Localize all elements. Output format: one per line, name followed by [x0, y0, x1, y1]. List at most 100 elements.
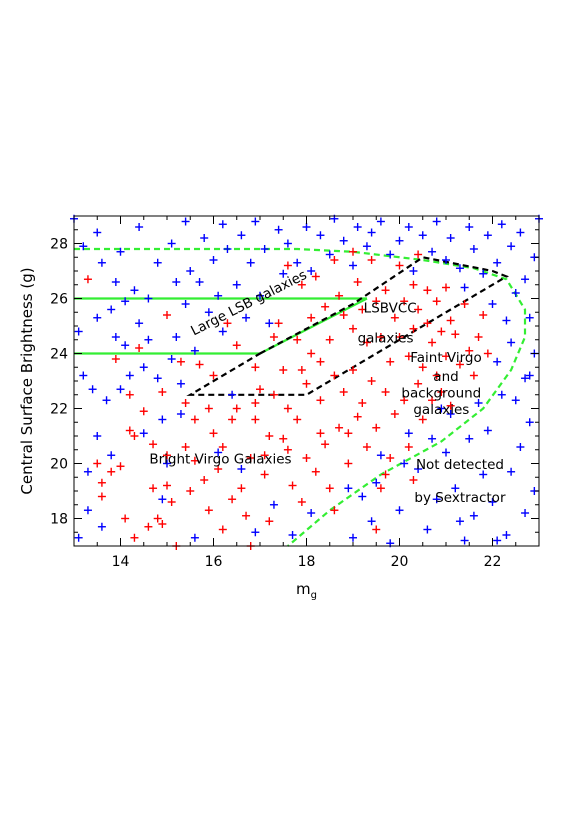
blue-point	[190, 533, 199, 542]
red-point	[228, 415, 237, 424]
blue-point	[121, 341, 130, 350]
red-point	[311, 467, 320, 476]
blue-point	[349, 261, 357, 270]
red-point	[111, 355, 120, 363]
red-point	[307, 349, 316, 358]
red-point	[437, 327, 446, 336]
red-point	[409, 324, 418, 333]
red-point	[321, 302, 330, 311]
red-point	[339, 388, 348, 396]
blue-point	[307, 509, 316, 517]
y-axis-label: Central Surface Brightness (g)	[18, 267, 36, 494]
red-point	[163, 311, 171, 319]
blue-point	[404, 429, 413, 438]
blue-point	[158, 415, 167, 424]
blue-point	[293, 258, 302, 267]
red-point	[293, 415, 302, 424]
blue-point	[256, 291, 264, 300]
red-point	[130, 432, 139, 440]
blue-point	[372, 478, 381, 487]
red-point	[362, 338, 371, 347]
red-point	[316, 429, 325, 438]
blue-point	[395, 506, 404, 515]
red-point	[149, 440, 158, 449]
red-point	[176, 357, 185, 366]
blue-point	[116, 247, 125, 256]
data-points	[70, 214, 543, 550]
blue-point	[135, 319, 144, 328]
red-point	[293, 335, 302, 344]
blue-point	[455, 264, 464, 273]
red-point	[97, 492, 106, 501]
red-point	[330, 371, 339, 380]
red-point	[200, 476, 209, 484]
blue-point	[283, 239, 292, 248]
red-point	[353, 278, 362, 286]
red-point	[251, 415, 260, 424]
blue-point	[460, 283, 469, 292]
blue-point	[437, 404, 446, 413]
y-tick-label: 28	[50, 237, 68, 253]
red-point	[344, 429, 353, 438]
blue-point	[469, 511, 478, 520]
red-point	[265, 517, 274, 526]
red-point	[451, 330, 460, 339]
red-point	[149, 484, 158, 493]
blue-point	[409, 267, 418, 275]
blue-point	[451, 484, 460, 493]
blue-point	[204, 308, 213, 317]
blue-point	[339, 236, 348, 245]
red-point	[455, 360, 464, 369]
blue-point	[144, 335, 153, 344]
red-point	[186, 487, 195, 495]
red-point	[158, 520, 167, 528]
blue-point	[116, 385, 125, 394]
blue-point	[83, 506, 92, 515]
blue-point	[460, 536, 469, 545]
red-point	[423, 286, 432, 295]
red-point	[376, 333, 385, 341]
red-point	[325, 484, 334, 493]
blue-point	[107, 451, 116, 460]
red-point	[381, 388, 390, 396]
red-point	[442, 283, 450, 292]
blue-point	[158, 495, 167, 504]
red-point	[339, 311, 348, 319]
red-point	[139, 407, 148, 416]
red-point	[335, 291, 344, 300]
red-point	[349, 366, 357, 374]
red-point	[242, 511, 251, 520]
blue-point	[376, 217, 385, 226]
annotation-label: and	[433, 369, 458, 385]
red-point	[316, 396, 325, 405]
red-point	[251, 363, 260, 372]
red-point	[190, 456, 199, 465]
blue-point	[288, 531, 297, 539]
blue-point	[423, 525, 432, 534]
blue-point	[93, 228, 102, 237]
blue-point	[214, 448, 223, 457]
red-point	[390, 313, 399, 322]
red-point	[83, 275, 92, 284]
blue-point	[349, 533, 357, 542]
red-point	[386, 357, 395, 366]
x-tick-label: 16	[205, 554, 223, 570]
blue-point	[516, 443, 525, 451]
red-point	[265, 432, 274, 440]
blue-point	[483, 231, 492, 240]
red-point	[158, 388, 167, 396]
red-point	[474, 333, 483, 341]
blue-point	[214, 291, 223, 300]
red-point	[283, 445, 292, 454]
annotation-label: Not detected	[416, 457, 504, 473]
red-point	[395, 333, 404, 341]
red-point	[181, 399, 190, 407]
blue-point	[521, 275, 530, 284]
blue-point	[469, 245, 478, 253]
red-point	[214, 465, 223, 473]
red-point	[483, 349, 492, 358]
red-point	[376, 484, 385, 493]
red-point	[130, 533, 139, 542]
red-point	[432, 371, 441, 380]
blue-point	[153, 374, 162, 383]
